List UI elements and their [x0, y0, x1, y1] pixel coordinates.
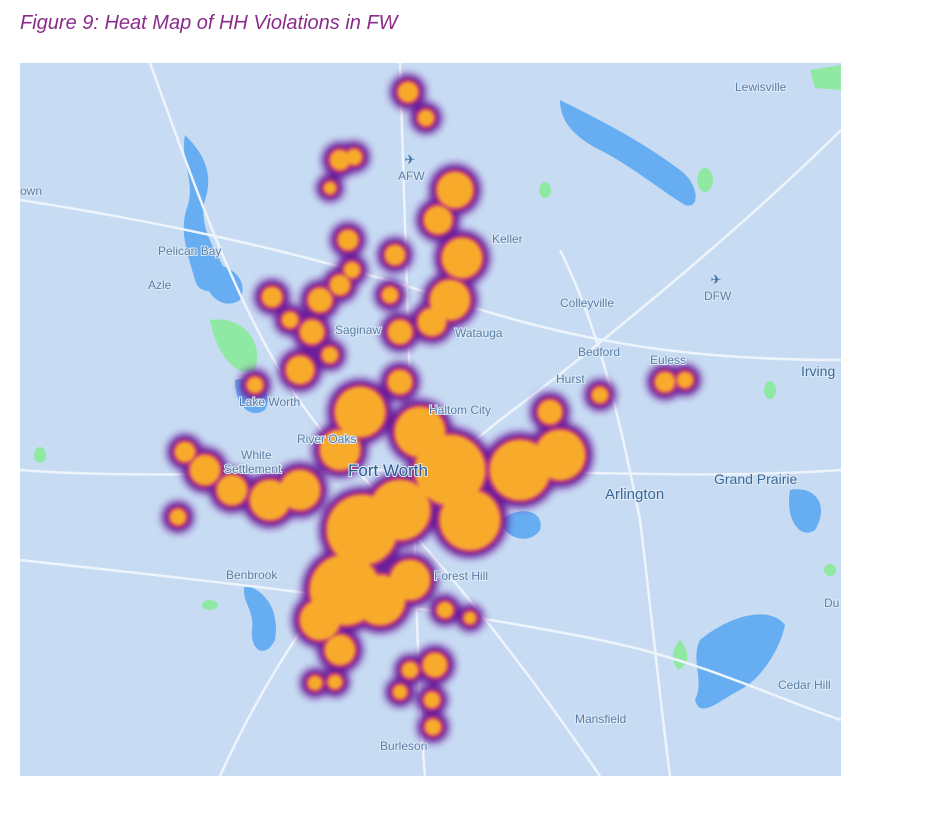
heat-blob	[175, 442, 195, 462]
svg-text:✈: ✈	[405, 152, 416, 167]
place-label: Mansfield	[575, 712, 626, 726]
place-label: Arlington	[605, 486, 664, 503]
place-label: Keller	[492, 232, 523, 246]
heat-blob	[430, 280, 470, 320]
heat-blob	[418, 308, 446, 336]
heat-blob	[382, 287, 398, 303]
place-label: Pelican Bay	[158, 244, 221, 258]
place-label: AFW	[398, 169, 425, 183]
heat-blob	[328, 675, 342, 689]
heat-blob	[308, 676, 322, 690]
place-label: Lewisville	[735, 80, 787, 94]
place-label: Irving	[801, 363, 835, 379]
heat-blob	[280, 470, 320, 510]
heat-blob	[535, 430, 585, 480]
heat-blob	[440, 490, 500, 550]
heat-blob	[308, 288, 332, 312]
place-label: Du	[824, 596, 839, 610]
place-label: Watauga	[455, 326, 503, 340]
heat-blob	[330, 275, 350, 295]
parks	[34, 65, 841, 670]
place-label: Euless	[650, 353, 686, 367]
heat-blob	[325, 635, 355, 665]
place-label: Haltom City	[429, 403, 491, 417]
heat-blob	[247, 377, 263, 393]
place-label: Grand Prairie	[714, 471, 797, 487]
heat-blob	[320, 430, 360, 470]
heat-blob	[346, 149, 362, 165]
heat-blob	[324, 182, 336, 194]
heat-blob	[418, 110, 434, 126]
place-label: Fort Worth	[348, 461, 428, 480]
heat-blob	[423, 653, 447, 677]
heat-blob	[424, 692, 440, 708]
place-label: DFW	[704, 289, 732, 303]
heat-blob	[424, 206, 452, 234]
place-label: Settlement	[224, 462, 282, 476]
heat-blob	[398, 82, 418, 102]
place-label: Cedar Hill	[778, 678, 831, 692]
heat-map	[162, 74, 701, 743]
heat-blob	[335, 387, 385, 437]
heat-blob	[538, 400, 562, 424]
heat-blob	[390, 560, 430, 600]
heat-blob	[388, 370, 412, 394]
heat-blob	[300, 600, 340, 640]
heat-blob	[370, 480, 430, 540]
heat-blob	[415, 435, 485, 505]
heat-layer	[170, 82, 693, 735]
heat-blob	[330, 150, 350, 170]
heat-blob	[217, 475, 247, 505]
place-label: own	[20, 184, 42, 198]
heat-blob	[170, 509, 186, 525]
place-label: Saginaw	[335, 323, 381, 337]
map: ✈ ✈ own Lewisville AFW Keller Pelican Ba…	[20, 63, 841, 776]
heat-blob	[286, 356, 314, 384]
heat-blob	[338, 230, 358, 250]
heat-blob	[442, 238, 482, 278]
heat-blob	[393, 685, 407, 699]
heat-blob	[464, 612, 476, 624]
heat-blob	[344, 262, 360, 278]
heat-blob	[592, 387, 608, 403]
heat-blob	[437, 172, 473, 208]
place-label: Lake Worth	[239, 395, 300, 409]
figure-title: Figure 9: Heat Map of HH Violations in F…	[20, 12, 398, 34]
place-label: Benbrook	[226, 568, 278, 582]
heat-blob	[190, 455, 220, 485]
heat-blob	[322, 347, 338, 363]
svg-text:✈: ✈	[711, 272, 722, 287]
heat-blob	[402, 662, 418, 678]
airport-icons: ✈ ✈	[405, 152, 722, 287]
heat-blob	[262, 287, 282, 307]
heat-blob	[677, 372, 693, 388]
place-label: Azle	[148, 278, 172, 292]
place-label: Burleson	[380, 739, 427, 753]
heat-blob	[300, 320, 324, 344]
place-label: Colleyville	[560, 296, 614, 310]
heat-blob	[655, 372, 675, 392]
place-label: Forest Hill	[434, 569, 488, 583]
place-label: River Oaks	[297, 432, 356, 446]
heat-blob	[425, 719, 441, 735]
place-labels: own Lewisville AFW Keller Pelican Bay Az…	[20, 79, 840, 754]
heat-blob	[385, 245, 405, 265]
heat-blob	[437, 602, 453, 618]
water	[183, 100, 821, 709]
place-label: Bedford	[578, 345, 620, 359]
place-label: White	[241, 448, 272, 462]
heat-blob	[282, 312, 298, 328]
place-label: Hurst	[556, 372, 585, 386]
heat-blob	[388, 320, 412, 344]
